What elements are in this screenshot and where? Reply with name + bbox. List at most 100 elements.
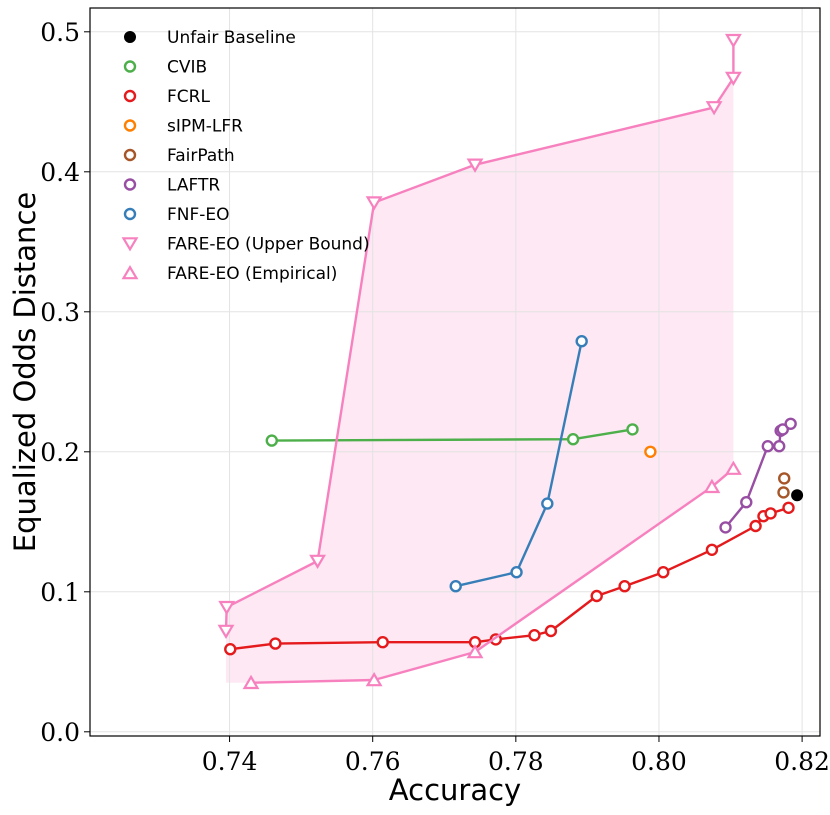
fill-region: [225, 40, 734, 683]
fcrl-point: [764, 507, 777, 520]
legend-item-sipm-lfr: sIPM-LFR: [123, 117, 243, 137]
fnf-eo-point: [510, 566, 523, 579]
y-tick-label: 0.3: [40, 298, 80, 327]
legend-marker: [124, 31, 136, 43]
legend-item-fare-eo-empirical: FARE-EO (Empirical): [121, 264, 337, 284]
laftr-point: [773, 440, 786, 453]
legend-marker: [123, 60, 137, 73]
fnf-eo-point: [541, 497, 554, 510]
y-tick-label: 0.0: [40, 718, 80, 747]
fare-eo-upper-bound-point: [217, 624, 235, 640]
fcrl-point: [376, 636, 389, 649]
fnf-eo-point: [575, 335, 588, 348]
legend-item-cvib: CVIB: [123, 58, 207, 78]
legend-label: FCRL: [167, 87, 210, 107]
legend: Unfair Baseline CVIB FCRL sIPM-LFR FairPath L…: [121, 28, 370, 284]
fare-eo-upper-bound-point: [705, 101, 723, 116]
legend-label: LAFTR: [167, 176, 220, 196]
legend-label: FARE-EO (Empirical): [167, 264, 337, 284]
legend-marker: [123, 178, 137, 191]
fare-eo-empirical-point: [466, 643, 484, 659]
legend-label: FNF-EO: [167, 205, 230, 225]
legend-item-fare-eo-upper-bound: FARE-EO (Upper Bound): [121, 235, 370, 255]
legend-marker: [123, 89, 137, 103]
fcrl-point: [618, 580, 631, 593]
fcrl-point: [749, 519, 762, 533]
legend-label: CVIB: [167, 58, 207, 78]
series-fcrl: [224, 501, 795, 656]
sipm-lfr-point: [644, 445, 657, 458]
x-tick-label: 0.74: [202, 747, 258, 776]
series-sipm-lfr: [644, 445, 657, 458]
y-tick-label: 0.5: [40, 18, 80, 47]
legend-label: sIPM-LFR: [167, 117, 243, 137]
fcrl-point: [590, 589, 603, 603]
x-axis-ticks: 0.74 0.76 0.78 0.80 0.82: [202, 736, 830, 776]
laftr-point: [784, 417, 797, 430]
fare-eo-upper-bound-point: [218, 600, 236, 616]
legend-item-laftr: LAFTR: [123, 176, 220, 196]
y-tick-label: 0.2: [40, 438, 80, 467]
fcrl-point: [269, 637, 282, 650]
fnf-eo-point: [449, 580, 462, 593]
series-layer: [217, 33, 804, 690]
fare-eo-upper-bound-line: [224, 40, 735, 632]
fare-eo-fill-region: [225, 40, 734, 683]
cvib-point: [626, 423, 639, 436]
x-tick-label: 0.76: [345, 747, 401, 776]
plot-frame: [89, 7, 821, 737]
series-laftr: [719, 417, 797, 534]
legend-label: FairPath: [167, 146, 235, 166]
fcrl-point: [528, 629, 541, 642]
fare-eo-empirical-point: [703, 478, 721, 494]
fare-eo-upper-bound-point: [309, 554, 327, 570]
y-axis-ticks: 0.0 0.1 0.2 0.3 0.4 0.5: [40, 18, 90, 747]
series-unfair-baseline: [791, 489, 804, 502]
fairpath-point: [778, 472, 791, 485]
laftr-point: [761, 440, 774, 453]
fairpath-point: [777, 486, 790, 499]
fare-eo-upper-bound-point: [466, 158, 484, 173]
series-fnf-eo: [449, 335, 588, 593]
y-tick-label: 0.1: [40, 578, 80, 607]
fare-eo-upper-bound-point: [365, 196, 383, 211]
legend-label: FARE-EO (Upper Bound): [167, 235, 370, 255]
fnf-eo-line: [455, 340, 583, 588]
legend-marker: [123, 207, 137, 221]
laftr-point: [719, 521, 732, 534]
fcrl-point: [705, 543, 719, 556]
fcrl-point: [224, 643, 237, 656]
x-tick-label: 0.82: [774, 747, 830, 776]
unfair-baseline-point: [791, 489, 804, 502]
x-tick-label: 0.78: [488, 747, 544, 776]
legend-marker: [123, 119, 137, 132]
legend-item-fairpath: FairPath: [123, 146, 235, 166]
fare-eo-upper-bound-point: [724, 71, 742, 87]
laftr-point: [740, 496, 753, 509]
series-fairpath: [777, 472, 791, 499]
series-fare-eo-empirical: [242, 460, 742, 690]
x-axis-title: Accuracy: [389, 773, 521, 807]
series-cvib: [265, 423, 639, 447]
fcrl-point: [782, 501, 795, 514]
legend-marker: [123, 148, 137, 162]
legend-label: Unfair Baseline: [167, 28, 296, 48]
series-fare-eo-upper-bound: [217, 33, 742, 640]
cvib-point: [566, 433, 580, 446]
x-tick-label: 0.80: [631, 747, 687, 776]
legend-marker: [121, 237, 139, 252]
fare-eo-empirical-point: [242, 674, 260, 690]
fare-eo-empirical-point: [365, 671, 383, 687]
y-axis-title: Equalized Odds Distance: [8, 192, 42, 552]
legend-item-unfair-baseline: Unfair Baseline: [124, 28, 296, 48]
fare-eo-empirical-point: [724, 460, 742, 475]
fare-eo-upper-bound-point: [724, 33, 742, 49]
legend-item-fcrl: FCRL: [123, 87, 210, 107]
laftr-point: [776, 423, 789, 436]
fcrl-point: [544, 624, 558, 638]
fcrl-point: [657, 566, 670, 579]
y-tick-label: 0.4: [40, 158, 80, 187]
cvib-point: [265, 434, 278, 447]
legend-marker: [121, 264, 139, 280]
